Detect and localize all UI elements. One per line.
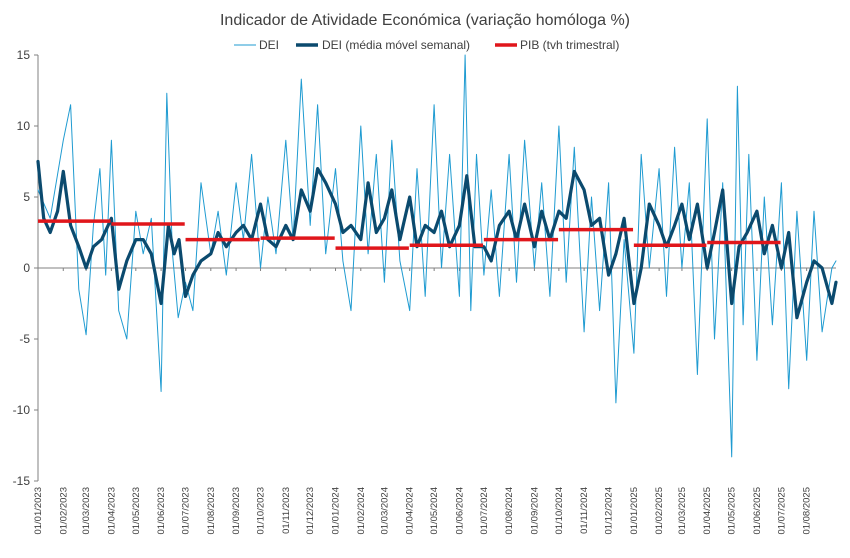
y-tick-label: 10 xyxy=(17,119,31,133)
x-tick-label: 01/03/2024 xyxy=(379,487,390,535)
x-tick-label: 01/02/2024 xyxy=(356,487,367,535)
x-tick-label: 01/01/2025 xyxy=(629,487,640,535)
chart-title: Indicador de Atividade Económica (variaç… xyxy=(220,12,630,29)
x-tick-label: 01/01/2023 xyxy=(33,487,44,535)
legend-item-dei-moving-average: DEI (média móvel semanal) xyxy=(296,38,470,52)
x-tick-label: 01/02/2025 xyxy=(654,487,665,535)
y-tick-label: 5 xyxy=(23,190,30,204)
x-tick-label: 01/07/2025 xyxy=(776,487,787,535)
pib-series xyxy=(38,219,781,250)
x-tick-label: 01/08/2024 xyxy=(504,487,515,535)
x-tick-label: 01/03/2025 xyxy=(677,487,688,535)
y-axis: 15 10 5 0 -5 -10 -15 xyxy=(13,48,39,488)
x-tick-label: 01/07/2024 xyxy=(479,487,490,535)
dei-line xyxy=(37,54,837,458)
legend-label-dei-moving-average: DEI (média móvel semanal) xyxy=(322,38,470,52)
x-tick-label: 01/04/2023 xyxy=(106,487,117,535)
y-tick-label: -5 xyxy=(19,332,30,346)
y-tick-label: 15 xyxy=(17,48,31,62)
x-tick-label: 01/08/2025 xyxy=(802,487,813,535)
x-tick-label: 01/10/2024 xyxy=(554,487,565,535)
x-tick-label: 01/06/2023 xyxy=(156,487,167,535)
legend: DEI DEI (média móvel semanal) PIB (tvh t… xyxy=(234,38,619,52)
x-tick-label: 01/12/2024 xyxy=(604,487,615,535)
y-tick-label: 0 xyxy=(23,261,30,275)
x-tick-label: 01/05/2025 xyxy=(727,487,738,535)
x-tick-label: 01/05/2023 xyxy=(131,487,142,535)
x-tick-label: 01/11/2024 xyxy=(579,487,590,534)
y-tick-label: -10 xyxy=(13,403,31,417)
dei-moving-average-line xyxy=(36,159,838,320)
x-tick-label: 01/12/2023 xyxy=(305,487,316,535)
x-tick-label: 01/11/2023 xyxy=(281,487,292,534)
legend-item-pib: PIB (tvh trimestral) xyxy=(495,38,619,52)
x-axis: 01/01/2023 01/02/2023 01/03/2023 01/04/2023… xyxy=(33,267,836,535)
x-tick-label: 01/07/2023 xyxy=(181,487,192,535)
x-tick-label: 01/05/2024 xyxy=(429,487,440,535)
y-tick-label: -15 xyxy=(13,474,31,488)
x-tick-label: 01/09/2024 xyxy=(529,487,540,535)
x-tick-label: 01/01/2024 xyxy=(331,487,342,535)
x-tick-label: 01/06/2025 xyxy=(752,487,763,535)
x-tick-label: 01/03/2023 xyxy=(81,487,92,535)
x-tick-label: 01/06/2024 xyxy=(454,487,465,535)
legend-label-dei: DEI xyxy=(259,38,279,52)
legend-label-pib: PIB (tvh trimestral) xyxy=(520,38,619,52)
x-tick-label: 01/08/2023 xyxy=(206,487,217,535)
x-tick-label: 01/10/2023 xyxy=(256,487,267,535)
x-tick-label: 01/02/2023 xyxy=(58,487,69,535)
x-tick-label: 01/04/2025 xyxy=(702,487,713,535)
x-tick-label: 01/04/2024 xyxy=(405,487,416,535)
legend-item-dei: DEI xyxy=(234,38,279,52)
plot-area xyxy=(36,54,838,458)
x-tick-label: 01/09/2023 xyxy=(231,487,242,535)
